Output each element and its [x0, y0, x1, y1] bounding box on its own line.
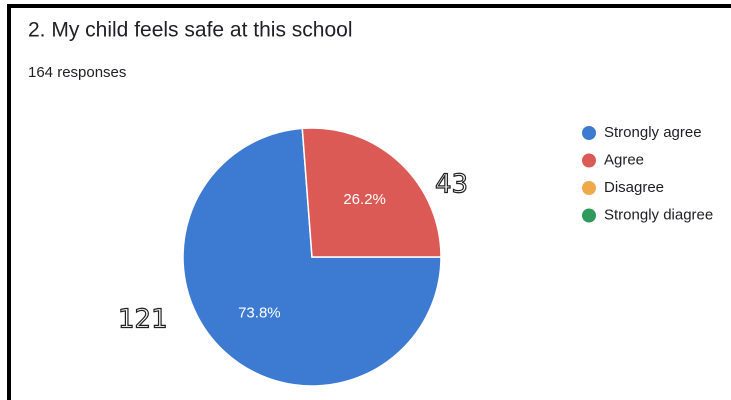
frame [7, 4, 731, 400]
handwritten-note: 121 [118, 305, 168, 335]
legend-label: Strongly agree [604, 124, 702, 141]
legend-marker [582, 153, 596, 168]
handwritten-note: 43 [435, 170, 468, 200]
legend-marker [582, 208, 596, 223]
chart-subtitle: 164 responses [28, 64, 126, 81]
slice-label: 73.8% [238, 305, 281, 322]
legend-label: Agree [604, 151, 644, 168]
legend-marker [582, 126, 596, 140]
legend-marker [582, 181, 596, 195]
chart-title: 2. My child feels safe at this school [28, 19, 353, 42]
legend-label: Strongly diagree [604, 206, 713, 223]
pie-slice [301, 127, 442, 258]
slice-label: 26.2% [343, 191, 386, 208]
legend-label: Disagree [604, 179, 664, 196]
